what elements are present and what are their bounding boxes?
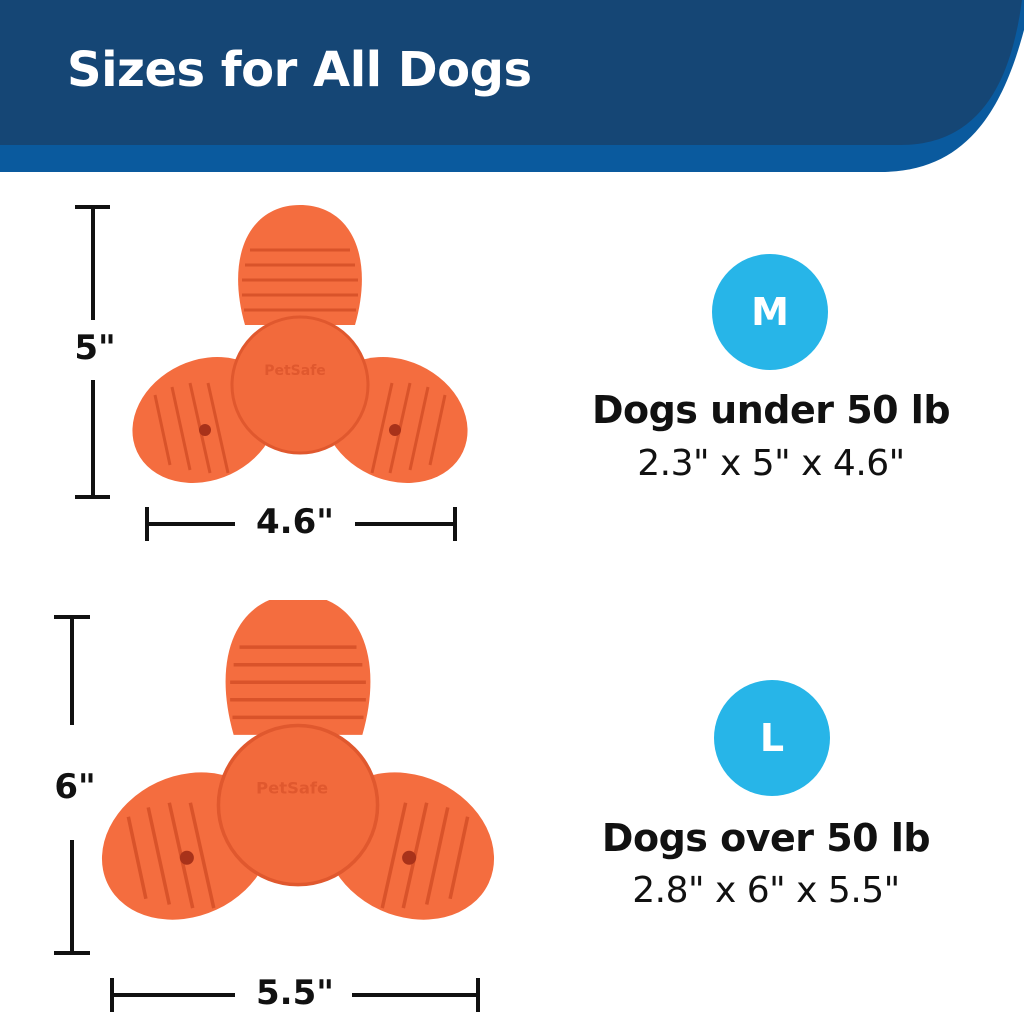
header-banner [0, 0, 1024, 172]
height-label-medium: 5" [60, 328, 130, 368]
width-label-large: 5.5" [240, 973, 350, 1013]
page-title: Sizes for All Dogs [67, 42, 532, 98]
size-badge-large: L [714, 680, 830, 796]
size-description-large: Dogs over 50 lb [601, 816, 931, 860]
toy-image-large [54, 600, 520, 1012]
height-label-large: 6" [40, 767, 110, 807]
size-dimensions-medium: 2.3" x 5" x 4.6" [637, 443, 905, 484]
width-label-medium: 4.6" [240, 502, 350, 542]
size-description-medium: Dogs under 50 lb [591, 388, 951, 432]
size-dimensions-large: 2.8" x 6" x 5.5" [632, 870, 900, 911]
toy-image-medium [75, 203, 490, 541]
height-dimension-line [75, 205, 457, 541]
size-badge-medium: M [712, 254, 828, 370]
